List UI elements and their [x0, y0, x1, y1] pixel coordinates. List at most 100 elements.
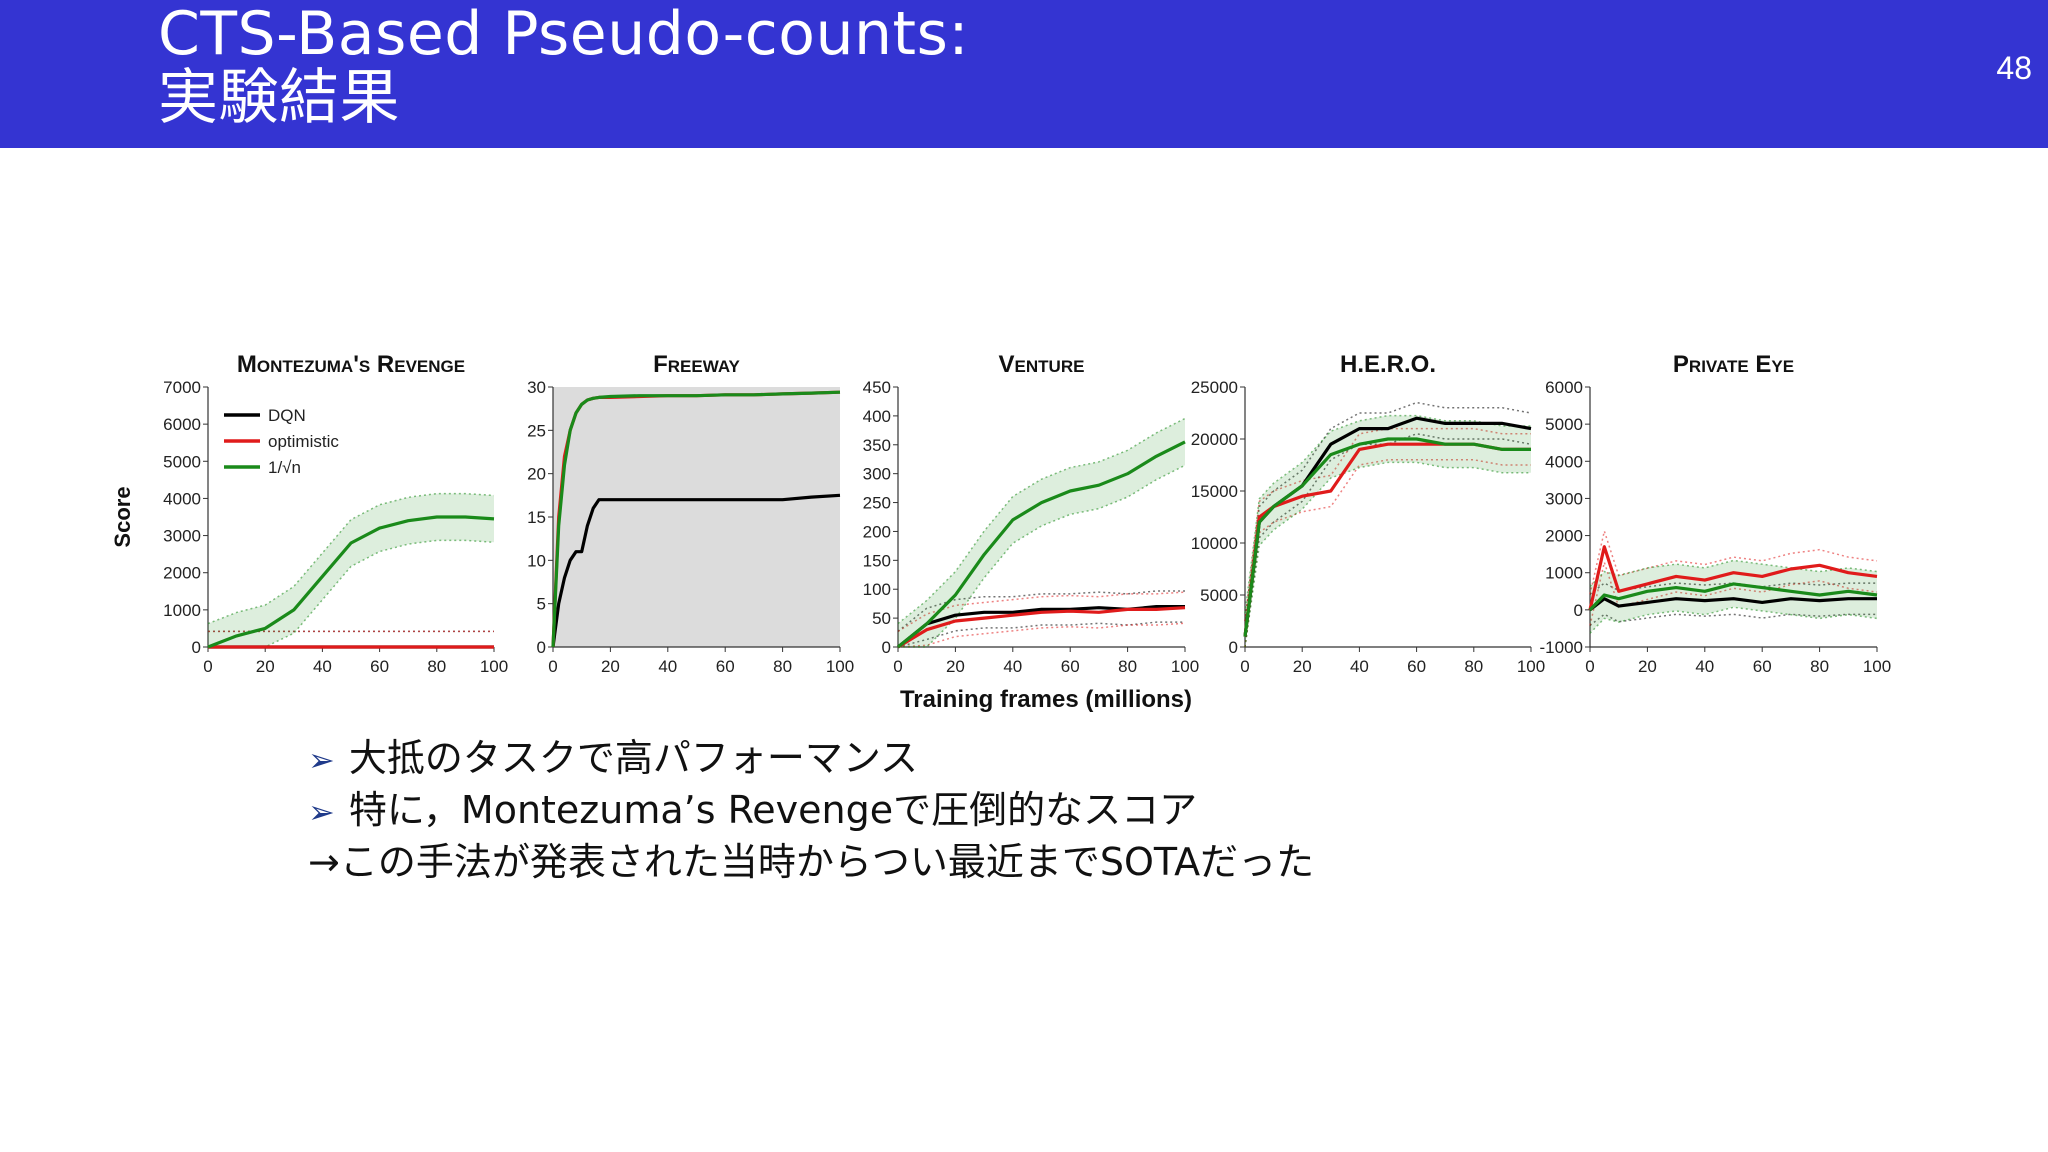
- y-tick-label: 5: [537, 595, 546, 614]
- page-number: 48: [1996, 50, 2032, 86]
- x-tick-label: 20: [1293, 657, 1312, 676]
- y-tick-label: 3000: [1545, 489, 1583, 508]
- bound-line: [1244, 459, 1531, 648]
- x-tick-label: 100: [1517, 657, 1545, 676]
- chart-title: Venture: [999, 351, 1085, 378]
- bound-line: [1589, 559, 1878, 626]
- series-line-dqn: [1589, 597, 1877, 612]
- slide-title-line1: CTS-Based Pseudo-counts:: [158, 0, 970, 69]
- y-tick-label: 100: [863, 580, 891, 599]
- x-tick-label: 100: [1863, 657, 1891, 676]
- series-line-dqn: [551, 493, 841, 648]
- bullet-item: ➢ 特に，Montezuma’s Revengeで圧倒的なスコア: [308, 784, 1314, 836]
- y-tick-label: 50: [872, 609, 891, 628]
- bound-line: [897, 622, 1186, 648]
- y-tick-label: 5000: [1200, 586, 1238, 605]
- y-tick-label: 5000: [163, 452, 201, 471]
- y-tick-label: 0: [537, 638, 546, 657]
- confidence-band: [208, 493, 494, 647]
- x-tick-label: 40: [313, 657, 332, 676]
- chart-background: [553, 387, 840, 647]
- bound-line: [1244, 433, 1532, 648]
- bound-line: [1589, 582, 1877, 595]
- y-tick-label: 0: [192, 638, 201, 657]
- series-line-n: [551, 390, 841, 648]
- y-tick-label: 15: [527, 508, 546, 527]
- bound-line: [1244, 427, 1531, 622]
- y-tick-label: 30: [527, 378, 546, 397]
- y-tick-label: 4000: [163, 489, 201, 508]
- chart-title: Freeway: [653, 351, 740, 378]
- x-tick-label: 40: [658, 657, 677, 676]
- y-tick-label: 0: [1574, 601, 1583, 620]
- y-tick-label: 3000: [163, 527, 201, 546]
- x-tick-label: 0: [203, 657, 212, 676]
- y-tick-label: 4000: [1545, 452, 1583, 471]
- y-tick-label: 10: [527, 551, 546, 570]
- x-tick-label: 20: [601, 657, 620, 676]
- x-tick-label: 40: [1350, 657, 1369, 676]
- series-line-n: [1243, 437, 1531, 637]
- bound-line: [207, 492, 495, 625]
- y-tick-label: 200: [863, 522, 891, 541]
- x-tick-label: 80: [1810, 657, 1829, 676]
- series-line-n: [207, 515, 495, 649]
- chart-title: Private Eye: [1673, 351, 1794, 378]
- x-tick-label: 0: [1585, 657, 1594, 676]
- bound-line: [897, 417, 1186, 625]
- y-tick-label: 5000: [1545, 415, 1583, 434]
- legend-label: DQN: [268, 406, 306, 425]
- confidence-band: [898, 418, 1185, 647]
- x-tick-label: 60: [370, 657, 389, 676]
- x-tick-label: 0: [548, 657, 557, 676]
- y-tick-label: 25: [527, 421, 546, 440]
- y-tick-label: 2000: [163, 564, 201, 583]
- series-line-optimistic: [897, 606, 1186, 649]
- chart-title: H.E.R.O.: [1340, 351, 1436, 378]
- bound-line: [897, 591, 1186, 633]
- y-tick-label: 150: [863, 551, 891, 570]
- x-tick-label: 20: [946, 657, 965, 676]
- bound-line: [897, 621, 1185, 648]
- chart-title: Montezuma's Revenge: [237, 351, 465, 378]
- x-tick-label: 60: [716, 657, 735, 676]
- x-tick-label: 60: [1407, 657, 1426, 676]
- bound-line: [898, 464, 1186, 648]
- slide-title: CTS-Based Pseudo-counts: 実験結果: [158, 2, 969, 130]
- x-tick-label: 80: [1464, 657, 1483, 676]
- arrow-bullet-icon: ➢: [308, 741, 335, 779]
- series-line-n: [1588, 582, 1878, 612]
- y-tick-label: 300: [863, 465, 891, 484]
- x-tick-label: 100: [480, 657, 508, 676]
- series-line-n: [896, 440, 1186, 649]
- x-tick-label: 40: [1003, 657, 1022, 676]
- bullet-text: 大抵のタスクで高パフォーマンス: [348, 736, 919, 780]
- series-line-optimistic: [1588, 545, 1878, 611]
- y-tick-label: 25000: [1191, 378, 1238, 397]
- x-tick-label: 100: [1171, 657, 1199, 676]
- x-tick-label: 60: [1753, 657, 1772, 676]
- y-tick-label: -1000: [1540, 638, 1583, 657]
- y-tick-label: 7000: [163, 378, 201, 397]
- y-tick-label: 20: [527, 465, 546, 484]
- bullet-text: →この手法が発表された当時からつい最近までSOTAだった: [308, 840, 1315, 884]
- y-tick-label: 1000: [1545, 564, 1583, 583]
- slide-header: CTS-Based Pseudo-counts: 実験結果 48: [0, 0, 2048, 148]
- y-tick-label: 15000: [1191, 482, 1238, 501]
- x-tick-label: 80: [1118, 657, 1137, 676]
- x-tick-label: 80: [427, 657, 446, 676]
- x-tick-label: 0: [1240, 657, 1249, 676]
- arrow-bullet-icon: ➢: [308, 793, 335, 831]
- bound-line: [1589, 613, 1877, 627]
- x-tick-label: 60: [1061, 657, 1080, 676]
- y-tick-label: 0: [882, 638, 891, 657]
- legend-label: 1/√n: [268, 458, 301, 477]
- bullet-list: ➢ 大抵のタスクで高パフォーマンス ➢ 特に，Montezuma’s Revenge…: [308, 732, 1314, 888]
- bullet-item: ➢ 大抵のタスクで高パフォーマンス: [308, 732, 1314, 784]
- confidence-band: [1245, 415, 1531, 647]
- y-tick-label: 350: [863, 436, 891, 455]
- y-tick-label: 10000: [1191, 534, 1238, 553]
- legend-label: optimistic: [268, 432, 339, 451]
- x-tick-label: 100: [826, 657, 854, 676]
- bound-line: [1589, 528, 1878, 595]
